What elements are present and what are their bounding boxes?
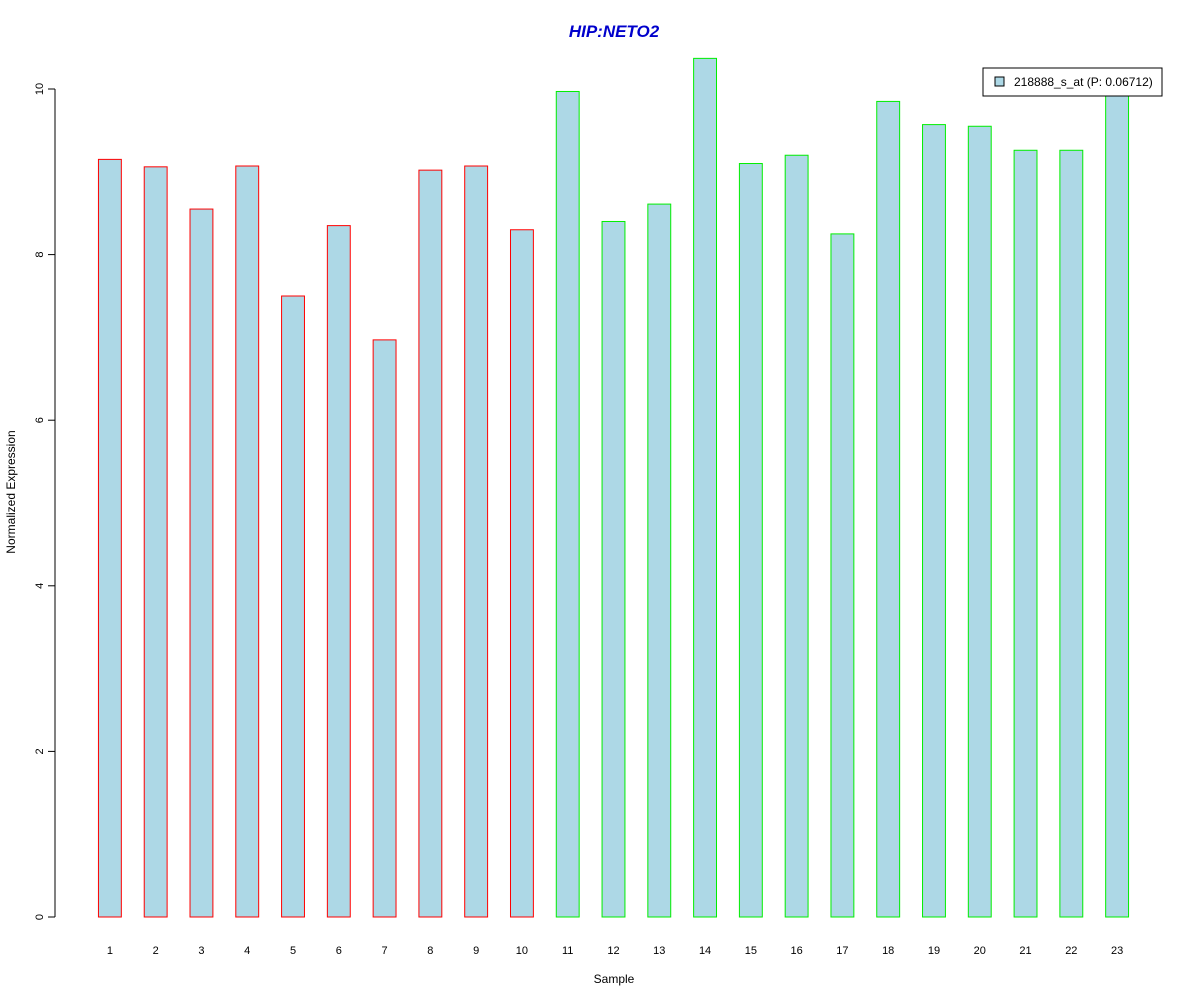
x-tick-label: 5	[290, 945, 296, 957]
bar-sample-14	[693, 57, 718, 918]
x-tick-label: 19	[928, 945, 940, 957]
bar-sample-6	[326, 225, 351, 918]
x-tick-label: 15	[745, 945, 757, 957]
y-axis-label: Normalized Expression	[4, 430, 18, 553]
x-tick-label: 23	[1111, 945, 1123, 957]
x-tick-label: 1	[107, 945, 113, 957]
x-tick-label: 12	[607, 945, 619, 957]
bar-sample-22	[1059, 149, 1084, 918]
y-tick-label: 0	[34, 914, 46, 920]
bar-sample-5	[281, 295, 305, 918]
x-tick-label: 22	[1065, 945, 1077, 957]
x-tick-label: 18	[882, 945, 894, 957]
x-tick-label: 17	[836, 945, 848, 957]
bar-sample-18	[876, 100, 901, 918]
y-tick-label: 8	[34, 252, 46, 258]
x-tick-label: 7	[382, 945, 388, 957]
x-tick-label: 11	[562, 945, 573, 957]
bar-sample-21	[1013, 149, 1038, 918]
x-tick-label: 13	[653, 945, 665, 957]
bar-sample-10	[509, 229, 534, 918]
x-tick-label: 20	[974, 945, 986, 957]
bars	[97, 57, 1130, 918]
bar-sample-15	[738, 163, 763, 918]
bar-sample-20	[967, 125, 992, 918]
legend-box	[982, 67, 1163, 97]
x-tick-label: 21	[1019, 945, 1031, 957]
y-tick-label: 10	[34, 83, 46, 95]
x-tick-label: 2	[153, 945, 159, 957]
bar-sample-9	[464, 165, 489, 918]
x-tick-labels: 1 2 3 4 5 6 7 8 9 10 11 12 13 14 15 16 17 18 19 20 21 22 23	[107, 945, 1123, 957]
bar-sample-1	[97, 158, 122, 918]
bar-sample-7	[372, 339, 397, 918]
bar-sample-4	[235, 165, 260, 918]
bar-sample-3	[189, 208, 214, 918]
y-tick-label: 4	[34, 583, 46, 589]
x-tick-label: 16	[791, 945, 803, 957]
chart-title: HIP:NETO2	[569, 22, 660, 41]
x-tick-label: 8	[427, 945, 433, 957]
legend-label: 218888_s_at (P: 0.06712)	[1014, 75, 1153, 89]
legend: 218888_s_at (P: 0.06712)	[982, 67, 1163, 97]
bar-sample-2	[143, 166, 168, 918]
x-axis-label: Sample	[594, 972, 635, 986]
x-tick-label: 3	[198, 945, 204, 957]
x-tick-label: 14	[699, 945, 711, 957]
x-tick-label: 4	[244, 945, 250, 957]
bar-sample-13	[647, 203, 672, 918]
bar-sample-23	[1105, 84, 1130, 918]
y-axis: 0 2 4 6 8 10	[34, 83, 56, 920]
y-tick-label: 2	[34, 748, 46, 754]
bar-sample-8	[418, 169, 443, 918]
legend-swatch	[994, 76, 1005, 87]
y-tick-label: 6	[34, 417, 46, 423]
bar-sample-12	[601, 220, 626, 918]
bar-sample-11	[555, 90, 580, 918]
bar-sample-17	[830, 233, 855, 918]
bar-sample-16	[784, 154, 809, 918]
bar-sample-19	[922, 124, 946, 918]
x-tick-label: 6	[336, 945, 342, 957]
x-tick-label: 10	[516, 945, 528, 957]
x-tick-label: 9	[473, 945, 479, 957]
